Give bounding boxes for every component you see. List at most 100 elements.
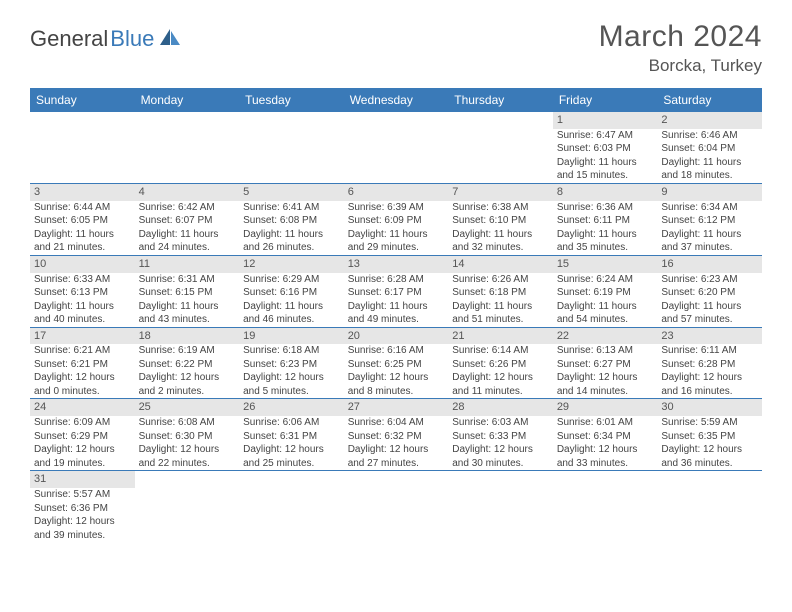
calendar-cell: 14Sunrise: 6:26 AMSunset: 6:18 PMDayligh… <box>448 255 553 327</box>
calendar-cell: 18Sunrise: 6:19 AMSunset: 6:22 PMDayligh… <box>135 327 240 399</box>
day-number: 15 <box>553 256 658 273</box>
sunrise-text: Sunrise: 6:33 AM <box>30 273 135 287</box>
daylight2-text: and 19 minutes. <box>30 457 135 471</box>
sunrise-text: Sunrise: 6:47 AM <box>553 129 658 143</box>
sunrise-text: Sunrise: 6:38 AM <box>448 201 553 215</box>
daylight2-text: and 40 minutes. <box>30 313 135 327</box>
daylight2-text: and 29 minutes. <box>344 241 449 255</box>
sunset-text: Sunset: 6:26 PM <box>448 358 553 372</box>
calendar-cell: 30Sunrise: 5:59 AMSunset: 6:35 PMDayligh… <box>657 399 762 471</box>
sunset-text: Sunset: 6:15 PM <box>135 286 240 300</box>
sunrise-text: Sunrise: 6:01 AM <box>553 416 658 430</box>
daylight1-text: Daylight: 12 hours <box>553 443 658 457</box>
sunset-text: Sunset: 6:23 PM <box>239 358 344 372</box>
daylight1-text: Daylight: 12 hours <box>30 515 135 529</box>
daylight2-text: and 5 minutes. <box>239 385 344 399</box>
calendar-cell: 17Sunrise: 6:21 AMSunset: 6:21 PMDayligh… <box>30 327 135 399</box>
daylight1-text: Daylight: 12 hours <box>448 443 553 457</box>
daylight2-text: and 33 minutes. <box>553 457 658 471</box>
daylight2-text: and 27 minutes. <box>344 457 449 471</box>
sunset-text: Sunset: 6:21 PM <box>30 358 135 372</box>
day-header: Friday <box>553 88 658 112</box>
calendar-cell: 5Sunrise: 6:41 AMSunset: 6:08 PMDaylight… <box>239 183 344 255</box>
header: General Blue March 2024 Borcka, Turkey <box>30 20 762 76</box>
sunset-text: Sunset: 6:28 PM <box>657 358 762 372</box>
calendar-cell <box>135 471 240 542</box>
calendar-cell: 21Sunrise: 6:14 AMSunset: 6:26 PMDayligh… <box>448 327 553 399</box>
sunrise-text: Sunrise: 6:14 AM <box>448 344 553 358</box>
calendar-row: 31Sunrise: 5:57 AMSunset: 6:36 PMDayligh… <box>30 471 762 542</box>
calendar-cell <box>448 112 553 183</box>
calendar-row: 17Sunrise: 6:21 AMSunset: 6:21 PMDayligh… <box>30 327 762 399</box>
calendar-cell <box>344 112 449 183</box>
day-number: 6 <box>344 184 449 201</box>
day-number: 8 <box>553 184 658 201</box>
sunset-text: Sunset: 6:04 PM <box>657 142 762 156</box>
day-number: 1 <box>553 112 658 129</box>
sunrise-text: Sunrise: 6:28 AM <box>344 273 449 287</box>
daylight2-text: and 57 minutes. <box>657 313 762 327</box>
sunset-text: Sunset: 6:19 PM <box>553 286 658 300</box>
daylight2-text: and 26 minutes. <box>239 241 344 255</box>
calendar-cell: 6Sunrise: 6:39 AMSunset: 6:09 PMDaylight… <box>344 183 449 255</box>
day-header-row: Sunday Monday Tuesday Wednesday Thursday… <box>30 88 762 112</box>
day-number <box>239 112 344 129</box>
daylight1-text: Daylight: 12 hours <box>448 371 553 385</box>
sunrise-text: Sunrise: 6:11 AM <box>657 344 762 358</box>
logo: General Blue <box>30 26 182 52</box>
day-number: 3 <box>30 184 135 201</box>
sunrise-text: Sunrise: 6:29 AM <box>239 273 344 287</box>
sunset-text: Sunset: 6:34 PM <box>553 430 658 444</box>
day-number: 19 <box>239 328 344 345</box>
sunrise-text: Sunrise: 6:41 AM <box>239 201 344 215</box>
daylight1-text: Daylight: 12 hours <box>657 443 762 457</box>
sunrise-text: Sunrise: 6:08 AM <box>135 416 240 430</box>
sunrise-text: Sunrise: 6:18 AM <box>239 344 344 358</box>
daylight1-text: Daylight: 12 hours <box>553 371 658 385</box>
day-number: 14 <box>448 256 553 273</box>
day-number <box>448 112 553 129</box>
day-header: Thursday <box>448 88 553 112</box>
day-number: 20 <box>344 328 449 345</box>
sunset-text: Sunset: 6:09 PM <box>344 214 449 228</box>
sunrise-text: Sunrise: 6:19 AM <box>135 344 240 358</box>
day-number: 13 <box>344 256 449 273</box>
daylight1-text: Daylight: 12 hours <box>239 443 344 457</box>
calendar-cell <box>553 471 658 542</box>
day-header: Tuesday <box>239 88 344 112</box>
daylight1-text: Daylight: 11 hours <box>239 300 344 314</box>
daylight2-text: and 39 minutes. <box>30 529 135 543</box>
calendar-cell <box>344 471 449 542</box>
sunrise-text: Sunrise: 6:31 AM <box>135 273 240 287</box>
calendar-row: 10Sunrise: 6:33 AMSunset: 6:13 PMDayligh… <box>30 255 762 327</box>
daylight1-text: Daylight: 12 hours <box>135 443 240 457</box>
sunrise-text: Sunrise: 6:16 AM <box>344 344 449 358</box>
sunset-text: Sunset: 6:07 PM <box>135 214 240 228</box>
sunset-text: Sunset: 6:27 PM <box>553 358 658 372</box>
daylight1-text: Daylight: 11 hours <box>30 300 135 314</box>
daylight1-text: Daylight: 12 hours <box>344 443 449 457</box>
daylight2-text: and 16 minutes. <box>657 385 762 399</box>
sunset-text: Sunset: 6:29 PM <box>30 430 135 444</box>
daylight1-text: Daylight: 11 hours <box>657 156 762 170</box>
day-number: 16 <box>657 256 762 273</box>
day-number <box>553 471 658 488</box>
daylight2-text: and 11 minutes. <box>448 385 553 399</box>
sunset-text: Sunset: 6:05 PM <box>30 214 135 228</box>
day-number: 11 <box>135 256 240 273</box>
sail-icon <box>158 27 182 47</box>
day-number: 21 <box>448 328 553 345</box>
day-number <box>135 112 240 129</box>
sunset-text: Sunset: 6:11 PM <box>553 214 658 228</box>
sunset-text: Sunset: 6:31 PM <box>239 430 344 444</box>
calendar-cell: 28Sunrise: 6:03 AMSunset: 6:33 PMDayligh… <box>448 399 553 471</box>
calendar-cell: 8Sunrise: 6:36 AMSunset: 6:11 PMDaylight… <box>553 183 658 255</box>
calendar-row: 1Sunrise: 6:47 AMSunset: 6:03 PMDaylight… <box>30 112 762 183</box>
day-number: 29 <box>553 399 658 416</box>
daylight2-text: and 14 minutes. <box>553 385 658 399</box>
sunrise-text: Sunrise: 6:44 AM <box>30 201 135 215</box>
daylight1-text: Daylight: 11 hours <box>553 228 658 242</box>
calendar-cell: 1Sunrise: 6:47 AMSunset: 6:03 PMDaylight… <box>553 112 658 183</box>
calendar-cell: 16Sunrise: 6:23 AMSunset: 6:20 PMDayligh… <box>657 255 762 327</box>
sunset-text: Sunset: 6:20 PM <box>657 286 762 300</box>
